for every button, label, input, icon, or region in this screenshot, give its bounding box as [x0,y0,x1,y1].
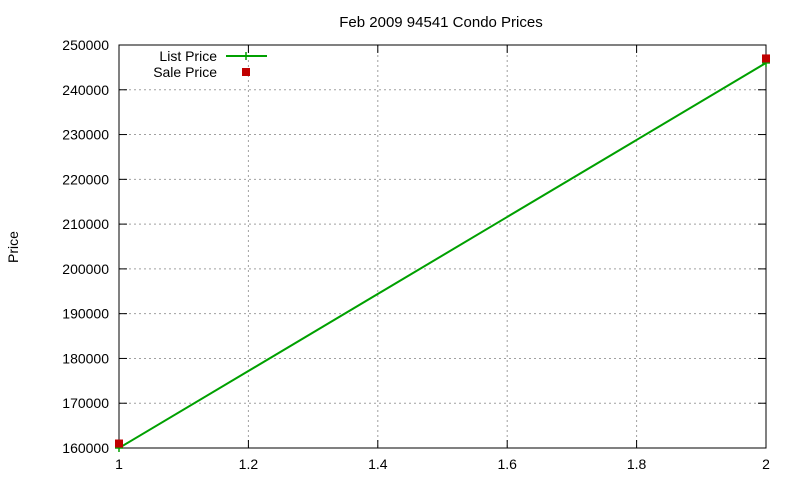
legend-label: Sale Price [153,64,217,80]
x-tick-label: 2 [762,456,770,472]
y-tick-label: 220000 [62,171,109,187]
x-tick-label: 1.8 [627,456,647,472]
grid [119,45,766,448]
chart-title: Feb 2009 94541 Condo Prices [339,14,542,31]
series [115,54,770,452]
y-tick-label: 240000 [62,82,109,98]
legend-label: List Price [159,48,217,64]
sale-price-point [115,439,123,448]
y-tick-label: 250000 [62,37,109,53]
sale-price-point [762,54,770,63]
y-tick-label: 170000 [62,395,109,411]
y-tick-label: 210000 [62,216,109,232]
series-line-list-price [118,62,767,449]
axes [118,44,767,449]
x-tick-label: 1.4 [368,456,388,472]
plot-border [118,44,767,449]
x-tick-label: 1 [115,456,123,472]
x-tick-label: 1.2 [239,456,259,472]
y-axis-label: Price [5,231,21,263]
legend-point-swatch [242,68,250,76]
y-axis-ticks: 160000 170000 180000 190000 200000 210000 2200… [62,37,109,456]
y-tick-label: 230000 [62,127,109,143]
y-tick-label: 190000 [62,306,109,322]
y-tick-label: 200000 [62,261,109,277]
x-tick-label: 1.6 [497,456,517,472]
y-tick-label: 180000 [62,350,109,366]
x-axis-ticks: 1 1.2 1.4 1.6 1.8 2 [115,456,770,472]
y-tick-label: 160000 [62,440,109,456]
